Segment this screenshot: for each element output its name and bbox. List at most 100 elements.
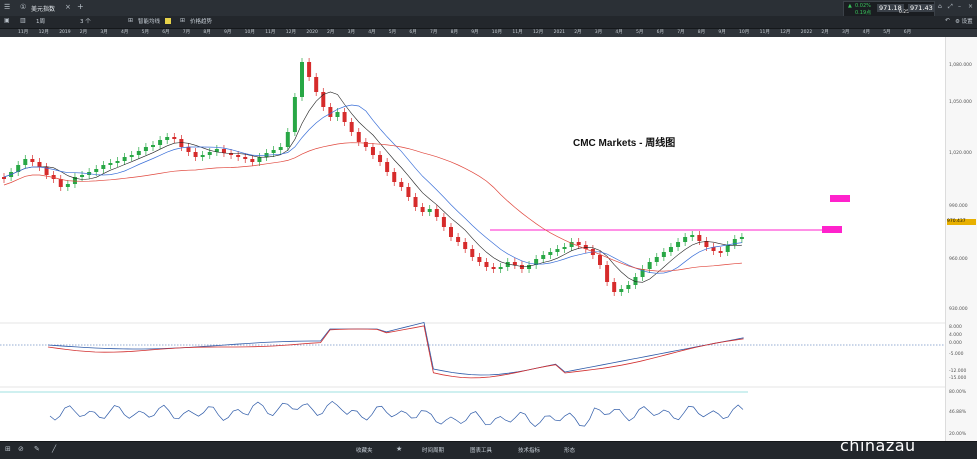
date-tick: 11月 xyxy=(18,30,29,35)
settings-button[interactable]: ⚙ 设置 xyxy=(955,19,973,25)
candle-body xyxy=(619,289,624,292)
candle-body xyxy=(463,242,468,249)
candle-body xyxy=(94,169,99,172)
candle-body xyxy=(605,265,610,282)
highlight-icon[interactable] xyxy=(165,18,171,24)
candle-body xyxy=(654,257,659,262)
time-period-button[interactable]: 时间周期 xyxy=(422,448,445,454)
pencil-icon[interactable]: ✎ xyxy=(34,445,40,453)
candle-body xyxy=(165,137,170,140)
interval-select[interactable]: 1周 xyxy=(36,19,45,25)
watermark: chinazau xyxy=(840,436,916,455)
product-icon: ① xyxy=(20,3,27,11)
candle-body xyxy=(683,237,688,242)
add-tab-button[interactable]: + xyxy=(77,2,84,11)
price-trend-button[interactable]: 价格趋势 xyxy=(190,19,213,25)
resistance-tag xyxy=(822,226,842,233)
candle-body xyxy=(378,155,383,162)
bottom-toolbar: ⊞ ⊘ ✎ ╱ 收藏夹 ★ 时间周期 图表工具 技术指标 形态 xyxy=(0,441,977,459)
date-tick: 5月 xyxy=(141,30,149,35)
candle-body xyxy=(477,257,482,262)
date-tick: 10月 xyxy=(244,30,255,35)
favorites-button[interactable]: 收藏夹 xyxy=(356,448,373,454)
line-icon[interactable]: ╱ xyxy=(52,445,57,453)
candle-body xyxy=(236,155,241,157)
expand-icon[interactable]: ⤢ xyxy=(948,3,953,10)
candle-body xyxy=(186,147,191,152)
candle-body xyxy=(271,150,276,153)
cancel-icon[interactable]: ⊘ xyxy=(18,445,24,453)
candle-body xyxy=(136,151,141,155)
candle-body xyxy=(541,255,546,259)
price-label: 1,080.000 xyxy=(949,63,972,68)
sell-price-button[interactable]: 971.18 xyxy=(877,4,904,12)
trend-icon[interactable]: ⊞ xyxy=(180,17,186,24)
ma-slow-line xyxy=(3,142,742,272)
top-bar: ☰ ① 美元指数 × + ▲ 0.02% 0.19点 971.18 0.25 9… xyxy=(0,0,977,17)
signal-line xyxy=(47,325,744,379)
menu-icon[interactable]: ☰ xyxy=(4,3,11,11)
candle-body xyxy=(569,242,574,247)
date-tick: 2019 xyxy=(59,30,71,35)
crosshair-icon[interactable]: ⊞ xyxy=(128,17,134,24)
buy-price-button[interactable]: 971.43 xyxy=(908,4,935,12)
candle-body xyxy=(16,165,21,172)
ma-short-line xyxy=(3,91,742,283)
date-tick: 10月 xyxy=(491,30,503,35)
lock-icon[interactable]: ⌂ xyxy=(938,3,942,10)
date-tick: 12月 xyxy=(780,30,791,35)
price-label: 990.000 xyxy=(949,204,968,209)
close-tab-icon[interactable]: × xyxy=(65,3,71,11)
smart-ma-button[interactable]: 智能均线 xyxy=(138,19,161,25)
candle-body xyxy=(65,184,70,187)
candle-body xyxy=(172,137,177,139)
minimize-icon[interactable]: – xyxy=(958,3,961,10)
candle-body xyxy=(534,259,539,265)
candle-body xyxy=(335,112,340,117)
chart-count-select[interactable]: 3 个 xyxy=(80,19,91,25)
candle-body xyxy=(51,175,56,179)
candle-body xyxy=(739,237,744,239)
date-tick: 5月 xyxy=(883,30,891,35)
date-tick: 9月 xyxy=(471,30,479,35)
date-tick: 5月 xyxy=(388,30,397,35)
candle-body xyxy=(257,157,262,162)
price-chart[interactable] xyxy=(0,37,945,441)
date-tick: 8月 xyxy=(203,30,211,35)
patterns-button[interactable]: 形态 xyxy=(564,448,576,454)
candle-body xyxy=(449,227,453,237)
candle-body xyxy=(519,265,524,269)
macd-label: 4.000 xyxy=(949,333,962,338)
candle-body xyxy=(505,262,510,267)
undo-icon[interactable]: ↶ xyxy=(945,17,951,24)
candle-body xyxy=(406,187,411,197)
candle-body xyxy=(200,155,205,157)
chart-type-icon[interactable]: ▥ xyxy=(20,17,26,24)
candle-body xyxy=(72,177,77,184)
rsi-label: 20.00% xyxy=(949,432,967,437)
candle-body xyxy=(300,62,304,97)
star-icon[interactable]: ★ xyxy=(396,445,403,453)
rsi-line xyxy=(49,400,744,427)
chart-tools-button[interactable]: 图表工具 xyxy=(470,448,493,454)
candle-body xyxy=(143,147,148,151)
candle-body xyxy=(527,265,532,269)
date-tick: 2021 xyxy=(553,30,566,35)
grid-icon[interactable]: ⊞ xyxy=(5,445,11,453)
date-axis: 11月 12月 2019 2月 3月 4月 5月 6月 7月 8月 9月 10月 11月 12月 2020 2… xyxy=(0,29,977,37)
indicators-button[interactable]: 技术指标 xyxy=(518,448,541,454)
instrument-tab[interactable]: 美元指数 xyxy=(31,6,56,13)
quote-box: ▲ 0.02% 0.19点 971.18 0.25 971.43 xyxy=(843,1,935,17)
candle-body xyxy=(285,132,290,147)
layout-icon[interactable]: ▣ xyxy=(4,17,10,24)
date-tick: 3月 xyxy=(842,30,850,35)
date-tick: 6月 xyxy=(656,30,664,35)
candle-body xyxy=(456,237,461,242)
candle-body xyxy=(243,157,248,159)
close-icon[interactable]: × xyxy=(968,3,974,10)
candle-body xyxy=(612,282,617,292)
candle-body xyxy=(193,152,198,157)
date-tick: 7月 xyxy=(182,30,191,35)
rsi-label: 80.00% xyxy=(949,390,967,395)
candle-body xyxy=(122,157,127,161)
